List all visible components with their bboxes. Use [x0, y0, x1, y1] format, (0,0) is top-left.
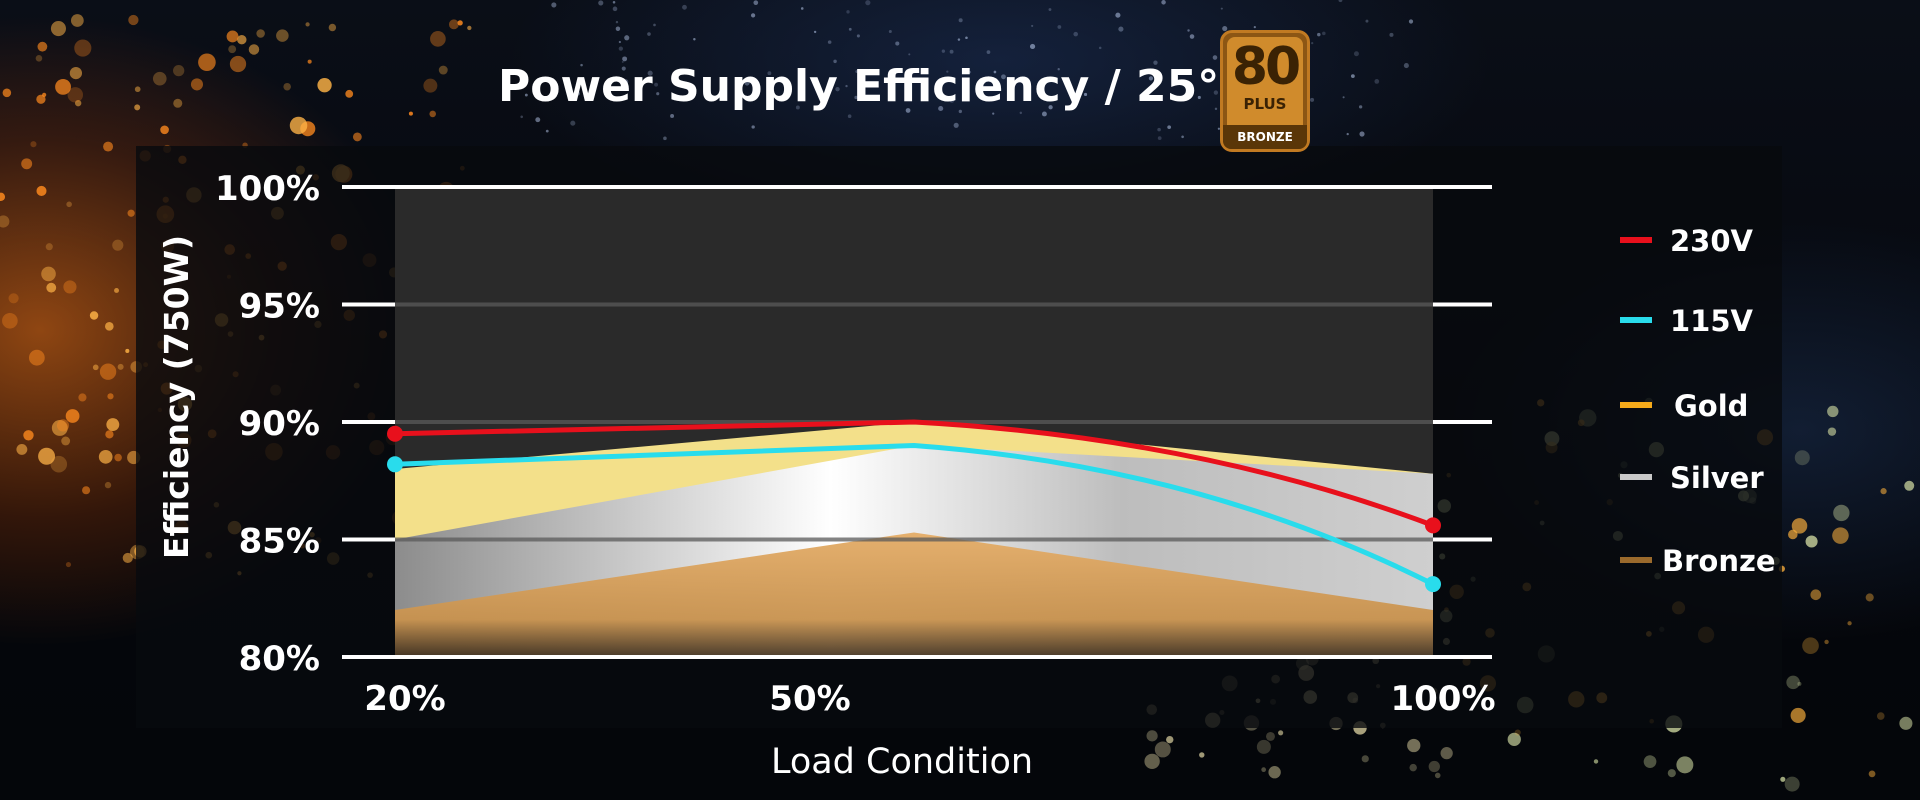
badge-plus: PLUS: [1243, 95, 1287, 113]
y-tick-label: 95%: [239, 287, 320, 327]
legend-label: Gold: [1674, 389, 1748, 423]
y-tick-label: 90%: [239, 404, 320, 444]
data-point-230v: [1425, 517, 1441, 534]
data-point-115v: [1425, 576, 1441, 593]
bronze-band: [395, 532, 1433, 657]
legend-label: Silver: [1670, 461, 1764, 495]
y-tick-label: 80%: [239, 639, 320, 679]
series-line-115v: [392, 442, 1436, 587]
y-tick-label: 85%: [239, 522, 320, 562]
series-line-230v: [392, 419, 1436, 528]
badge-label: BRONZE: [1223, 125, 1307, 149]
80-plus-bronze-badge: 80 PLUS BRONZE: [1220, 30, 1310, 152]
data-point-230v: [387, 425, 403, 442]
x-tick-label: 50%: [769, 679, 850, 719]
legend-label: Bronze: [1662, 544, 1776, 578]
y-axis-label: Efficiency (750W): [157, 235, 196, 559]
badge-number: 80: [1231, 37, 1301, 97]
chart-title: Power Supply Efficiency / 25°C: [498, 61, 1252, 112]
x-tick-label: 100%: [1390, 679, 1495, 719]
legend-label: 230V: [1670, 224, 1754, 258]
y-tick-label: 100%: [215, 169, 320, 209]
data-point-115v: [387, 456, 403, 473]
legend-label: 115V: [1670, 304, 1754, 338]
x-tick-label: 20%: [364, 679, 445, 719]
x-axis-label: Load Condition: [771, 742, 1033, 782]
